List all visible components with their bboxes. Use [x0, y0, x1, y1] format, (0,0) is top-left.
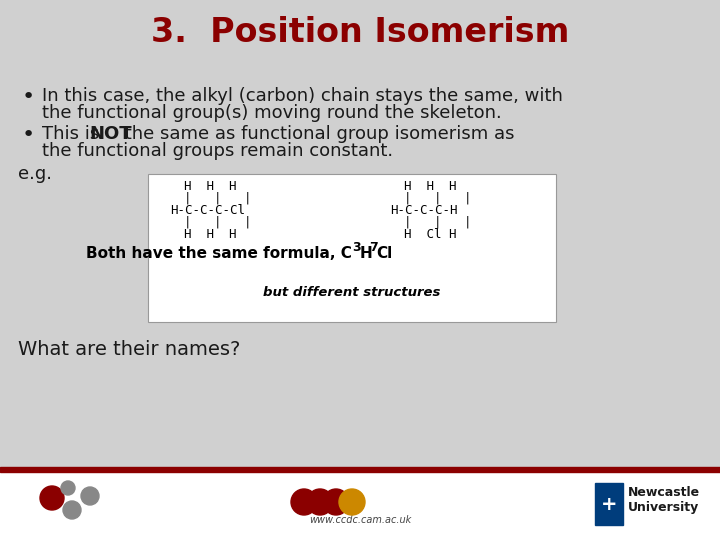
- Text: |   |   |: | | |: [404, 192, 472, 205]
- Text: Cl: Cl: [376, 246, 392, 261]
- Text: but different structures: but different structures: [264, 286, 441, 299]
- Text: the functional group(s) moving round the skeleton.: the functional group(s) moving round the…: [42, 104, 502, 122]
- Bar: [0, 472, 720, 540]
- Bar: [595, 483, 623, 525]
- Text: H  H  H: H H H: [184, 228, 236, 241]
- Circle shape: [63, 501, 81, 519]
- Text: H-C-C-C-Cl: H-C-C-C-Cl: [170, 204, 245, 217]
- Text: H  Cl H: H Cl H: [404, 228, 456, 241]
- Text: Both have the same formula, C: Both have the same formula, C: [86, 246, 352, 261]
- Bar: [0, 467, 720, 472]
- Text: e.g.: e.g.: [18, 165, 52, 183]
- Text: the same as functional group isomerism as: the same as functional group isomerism a…: [119, 125, 515, 143]
- FancyBboxPatch shape: [148, 174, 556, 322]
- Text: 3: 3: [352, 241, 361, 254]
- Text: the functional groups remain constant.: the functional groups remain constant.: [42, 142, 393, 160]
- Text: H: H: [360, 246, 373, 261]
- Text: •: •: [22, 125, 35, 145]
- Circle shape: [291, 489, 317, 515]
- Text: 7: 7: [369, 241, 378, 254]
- Text: H-C-C-C-H: H-C-C-C-H: [390, 204, 457, 217]
- Text: H  H  H: H H H: [184, 180, 236, 193]
- Text: 3.  Position Isomerism: 3. Position Isomerism: [150, 16, 570, 49]
- Text: |   |   |: | | |: [184, 216, 251, 229]
- Text: This is: This is: [42, 125, 105, 143]
- Circle shape: [339, 489, 365, 515]
- Circle shape: [61, 481, 75, 495]
- Text: Newcastle
University: Newcastle University: [628, 485, 700, 515]
- Text: NOT: NOT: [89, 125, 132, 143]
- Circle shape: [40, 486, 64, 510]
- Text: |   |   |: | | |: [404, 216, 472, 229]
- Text: www.ccdc.cam.ac.uk: www.ccdc.cam.ac.uk: [309, 515, 411, 525]
- Text: |   |   |: | | |: [184, 192, 251, 205]
- Circle shape: [323, 489, 349, 515]
- Text: H  H  H: H H H: [404, 180, 456, 193]
- Text: •: •: [22, 87, 35, 107]
- Circle shape: [81, 487, 99, 505]
- Text: What are their names?: What are their names?: [18, 340, 240, 359]
- Text: +: +: [600, 495, 617, 514]
- Text: In this case, the alkyl (carbon) chain stays the same, with: In this case, the alkyl (carbon) chain s…: [42, 87, 563, 105]
- Circle shape: [307, 489, 333, 515]
